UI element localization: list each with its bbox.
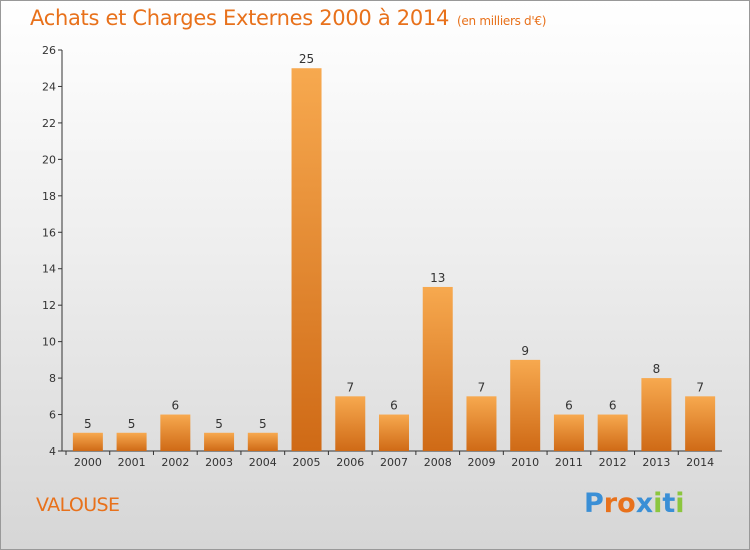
chart-title: Achats et Charges Externes 2000 à 2014 (e… — [30, 6, 546, 30]
value-label-2000: 5 — [84, 417, 92, 431]
y-tick-label: 18 — [42, 190, 56, 203]
y-tick-label: 10 — [42, 336, 56, 349]
x-tick-label-2007: 2007 — [380, 456, 408, 469]
bar-2013 — [641, 378, 672, 451]
y-tick-label: 14 — [42, 263, 56, 276]
bar-2014 — [685, 396, 716, 451]
y-tick-label: 4 — [49, 445, 56, 458]
bar-2006 — [335, 396, 366, 451]
value-label-2006: 7 — [346, 380, 354, 394]
value-label-2011: 6 — [565, 399, 573, 413]
value-label-2003: 5 — [215, 417, 223, 431]
proxiti-logo: Proxiti — [584, 488, 685, 519]
bar-2007 — [379, 414, 409, 451]
x-tick-label-2013: 2013 — [642, 456, 670, 469]
bar-2004 — [247, 432, 278, 451]
value-label-2009: 7 — [478, 380, 486, 394]
bar-2000 — [72, 432, 103, 451]
y-tick-label: 24 — [42, 80, 56, 93]
bar-2011 — [553, 414, 584, 451]
value-label-2010: 9 — [521, 344, 529, 358]
y-tick-label: 6 — [49, 409, 56, 422]
x-tick-label-2005: 2005 — [293, 456, 321, 469]
y-tick-label: 12 — [42, 299, 56, 312]
x-tick-label-2014: 2014 — [686, 456, 714, 469]
bar-2002 — [160, 414, 191, 451]
x-tick-label-2003: 2003 — [205, 456, 233, 469]
y-tick-label: 8 — [49, 372, 56, 385]
x-tick-label-2012: 2012 — [599, 456, 627, 469]
value-label-2004: 5 — [259, 417, 267, 431]
bar-2003 — [204, 432, 235, 451]
value-label-2014: 7 — [696, 380, 704, 394]
bar-2005 — [291, 68, 322, 452]
x-tick-label-2010: 2010 — [511, 456, 539, 469]
bar-2012 — [597, 414, 628, 451]
bar-2001 — [116, 432, 147, 451]
x-tick-label-2009: 2009 — [467, 456, 495, 469]
x-tick-label-2011: 2011 — [555, 456, 583, 469]
chart-title-text: Achats et Charges Externes 2000 à 2014 — [30, 6, 450, 30]
x-tick-label-2000: 2000 — [74, 456, 102, 469]
y-tick-label: 22 — [42, 117, 56, 130]
value-label-2005: 25 — [299, 52, 314, 66]
bar-2010 — [510, 359, 541, 451]
x-tick-label-2006: 2006 — [336, 456, 364, 469]
value-label-2013: 8 — [653, 362, 661, 376]
value-label-2001: 5 — [128, 417, 136, 431]
x-tick-label-2008: 2008 — [424, 456, 452, 469]
y-tick-label: 26 — [42, 44, 56, 57]
bar-2008 — [422, 286, 453, 451]
x-tick-label-2001: 2001 — [118, 456, 146, 469]
x-tick-label-2004: 2004 — [249, 456, 277, 469]
chart-subtitle: (en milliers d'€) — [457, 14, 547, 28]
y-tick-label: 20 — [42, 153, 56, 166]
commune-name: VALOUSE — [36, 494, 120, 516]
value-label-2007: 6 — [390, 399, 398, 413]
y-tick-label: 16 — [42, 226, 56, 239]
value-label-2002: 6 — [172, 399, 180, 413]
x-tick-label-2002: 2002 — [161, 456, 189, 469]
value-label-2012: 6 — [609, 399, 617, 413]
value-label-2008: 13 — [430, 271, 445, 285]
bar-2009 — [466, 396, 497, 451]
